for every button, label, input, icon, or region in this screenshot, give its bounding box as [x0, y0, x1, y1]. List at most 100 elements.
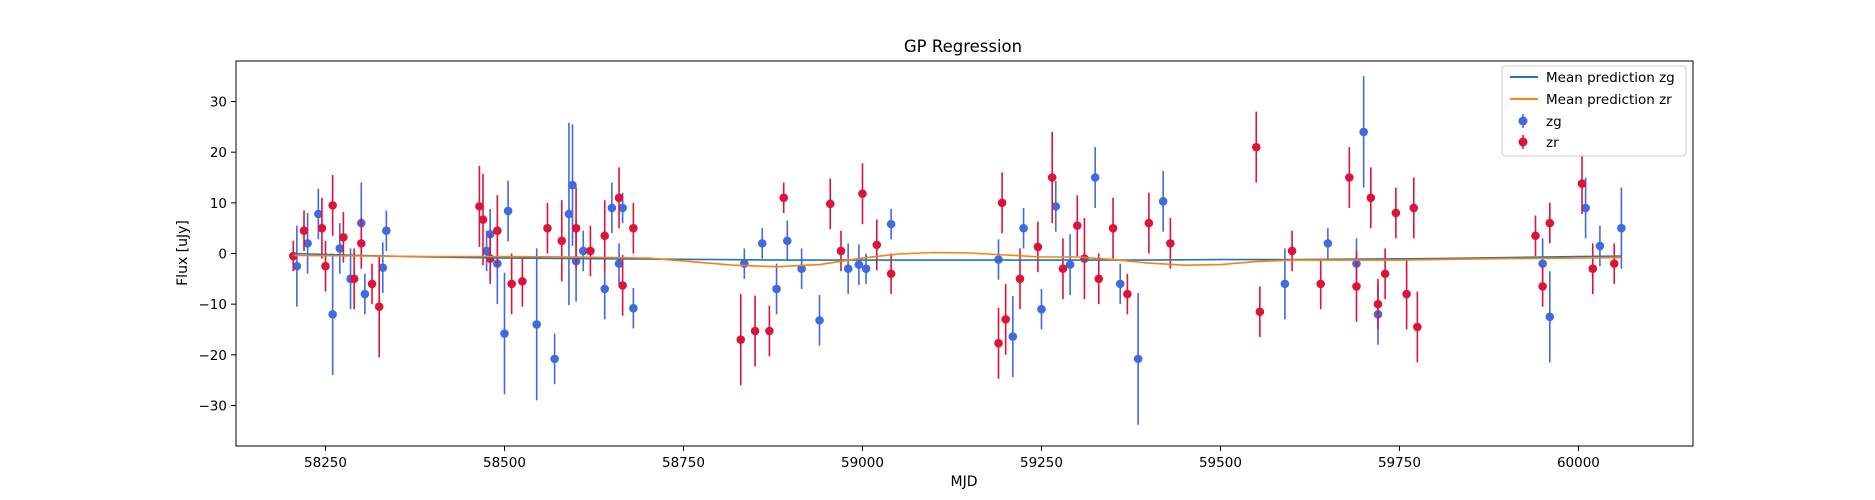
- point-zr: [858, 189, 867, 199]
- point-zr: [1391, 208, 1401, 218]
- point-zg: [1617, 223, 1626, 233]
- point-zg: [1595, 241, 1605, 251]
- point-zg: [532, 320, 542, 329]
- point-zr: [586, 246, 595, 256]
- point-zr: [886, 269, 896, 279]
- point-zr: [1166, 239, 1175, 248]
- point-zg: [600, 284, 610, 294]
- point-zr: [1366, 193, 1376, 203]
- y-tick-label: −20: [199, 348, 228, 364]
- point-zr: [1251, 142, 1261, 152]
- point-zr: [779, 193, 789, 203]
- x-tick-label: 59250: [1020, 455, 1063, 471]
- x-axis: 58250 58500 58750 59000 59250 59500 59750 60000: [304, 446, 1600, 471]
- point-zg: [578, 246, 588, 256]
- point-zr: [321, 261, 330, 271]
- point-zg: [292, 261, 302, 271]
- point-zr: [1380, 269, 1390, 279]
- y-tick-label: 0: [218, 247, 227, 263]
- y-tick-label: 20: [210, 145, 227, 161]
- point-zr: [1577, 179, 1587, 188]
- x-tick-label: 60000: [1557, 455, 1600, 471]
- y-axis: −30 −20 −10 0 10 20 30: [199, 95, 236, 414]
- point-zg: [843, 264, 853, 273]
- point-zr: [328, 201, 337, 210]
- point-zr: [872, 240, 882, 250]
- point-zg: [1581, 203, 1590, 213]
- point-zr: [1352, 282, 1361, 291]
- y-axis-label: Flux [uJy]: [175, 220, 191, 286]
- point-zg: [500, 329, 509, 338]
- point-zr: [1080, 254, 1089, 263]
- line-mean-prediction-zr: [293, 251, 1622, 268]
- chart-title: GP Regression: [904, 37, 1022, 56]
- y-tick-label: −30: [199, 398, 228, 414]
- point-zg: [1133, 354, 1143, 364]
- point-zr: [1588, 264, 1598, 273]
- point-zg: [503, 206, 513, 216]
- point-zr: [571, 223, 581, 233]
- x-tick-label: 59000: [841, 455, 884, 471]
- point-zg: [854, 260, 864, 269]
- point-zg: [782, 236, 792, 246]
- point-zr: [349, 274, 359, 284]
- y-tick-label: 30: [210, 95, 227, 111]
- point-zr: [1072, 221, 1082, 230]
- point-zr: [1531, 231, 1540, 241]
- point-zg: [1359, 127, 1368, 137]
- point-zg: [550, 354, 559, 364]
- point-zg: [314, 209, 323, 219]
- legend-label-zr: zr: [1546, 135, 1559, 151]
- point-zr: [299, 226, 309, 236]
- point-zr: [1409, 203, 1419, 213]
- point-zr: [1144, 218, 1154, 228]
- legend-marker-zr: [1518, 137, 1528, 147]
- legend-box: [1501, 65, 1687, 157]
- point-zr: [518, 277, 527, 286]
- point-zr: [825, 199, 835, 209]
- point-zr: [1001, 315, 1010, 324]
- point-zg: [886, 219, 896, 229]
- point-zr: [836, 246, 846, 256]
- point-zr: [994, 338, 1003, 348]
- x-tick-label: 59750: [1378, 455, 1421, 471]
- point-zg: [772, 284, 781, 294]
- point-zg: [618, 203, 627, 213]
- point-zr: [1345, 173, 1354, 182]
- point-zr: [750, 326, 760, 336]
- point-zg: [1065, 260, 1075, 269]
- point-zg: [382, 226, 391, 236]
- point-zg: [740, 259, 749, 268]
- point-zg: [614, 259, 624, 268]
- point-zr: [1545, 218, 1555, 228]
- x-tick-label: 58250: [304, 455, 347, 471]
- x-tick-label: 58500: [483, 455, 526, 471]
- point-zg: [607, 203, 617, 213]
- point-zg: [328, 309, 337, 319]
- point-zr: [1538, 282, 1547, 291]
- point-zg: [1019, 223, 1028, 233]
- point-zr: [1123, 289, 1132, 299]
- point-zg: [861, 264, 871, 273]
- point-zr: [1316, 279, 1325, 289]
- point-zg: [1037, 304, 1046, 314]
- legend-label-mean-zg: Mean prediction zg: [1546, 70, 1675, 86]
- point-zg: [1280, 279, 1290, 289]
- series-zg: [292, 76, 1626, 425]
- point-zg: [1008, 332, 1018, 341]
- point-zr: [543, 223, 552, 233]
- y-tick-label: −10: [199, 297, 228, 313]
- point-zg: [303, 239, 312, 248]
- point-zr: [629, 223, 638, 233]
- legend-marker-zg: [1518, 116, 1528, 126]
- point-zg: [1051, 202, 1061, 211]
- point-zr: [765, 326, 774, 336]
- point-zr: [614, 193, 624, 203]
- point-zr: [557, 236, 567, 246]
- point-zr: [356, 239, 366, 248]
- point-zg: [1090, 173, 1100, 182]
- point-zg: [757, 239, 767, 248]
- point-zr: [1402, 289, 1411, 299]
- legend-label-mean-zr: Mean prediction zr: [1546, 92, 1672, 108]
